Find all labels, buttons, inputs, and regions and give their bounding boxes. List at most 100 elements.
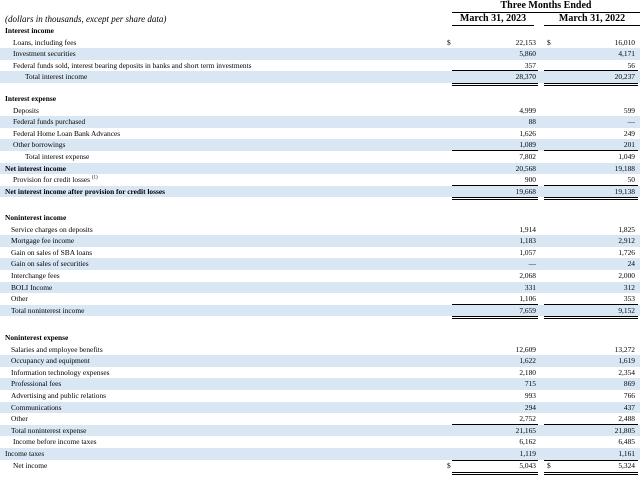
table-row: Salaries and employee benefits 12,609 13…	[0, 344, 640, 356]
table-row: Occupancy and equipment 1,622 1,619	[0, 355, 640, 367]
row-label: BOLI Income	[11, 282, 53, 292]
section-heading-noninterest-expense: Noninterest expense	[0, 332, 640, 344]
column-header-rule-2023	[452, 25, 534, 26]
value-2023: 7,659	[519, 305, 536, 315]
table-row: Other 2,752 2,488	[0, 413, 640, 425]
value-2023: 1,183	[519, 236, 536, 246]
row-label: Federal funds sold, interest bearing dep…	[13, 60, 252, 70]
table-row: Federal Home Loan Bank Advances 1,626 24…	[0, 128, 640, 140]
value-2023: 28,370	[515, 72, 536, 82]
row-label: Information technology expenses	[11, 367, 110, 377]
row-label: Mortgage fee income	[11, 236, 75, 246]
row-label: Federal funds purchased	[13, 117, 86, 127]
value-2022: 201	[623, 140, 635, 150]
section-heading-interest-expense: Interest expense	[0, 93, 640, 105]
value-2023: 22,153	[515, 37, 536, 47]
rule	[544, 304, 638, 306]
table-row: Income taxes 1,119 1,161	[0, 448, 640, 460]
value-2022: 50	[627, 175, 635, 185]
table-row-net-interest-income: Net interest income 20,568 19,188	[0, 162, 640, 175]
value-2022: 2,000	[618, 271, 635, 280]
value-2022: 766	[623, 391, 635, 400]
table-row-net-income: Net income $ 5,043 $ 5,324	[0, 460, 640, 472]
row-label: Gain on sales of SBA loans	[11, 247, 93, 257]
value-2023: 1,089	[519, 140, 536, 150]
column-header-2023: March 31, 2023	[459, 13, 527, 24]
rule	[452, 459, 538, 461]
value-2022: 56	[627, 60, 635, 70]
value-2023: 12,609	[515, 344, 536, 354]
table-row: Provision for credit losses (1) 900 50	[0, 174, 640, 186]
value-2023: 2,752	[519, 414, 536, 424]
rule	[452, 424, 538, 426]
rule	[452, 150, 538, 152]
column-header-2022: March 31, 2022	[558, 13, 626, 24]
value-2023: 1,106	[519, 294, 536, 304]
double-rule	[452, 472, 538, 475]
table-row: BOLI Income 331 312	[0, 281, 640, 294]
row-label: Net income	[13, 461, 48, 471]
row-label: Investment securities	[13, 49, 76, 59]
value-2022: 9,152	[618, 305, 635, 315]
value-2022: 20,237	[614, 72, 635, 82]
table-row: Gain on sales of securities — 24	[0, 258, 640, 270]
value-2022: 2,354	[618, 367, 635, 377]
rule	[544, 185, 638, 187]
value-2023: 7,802	[519, 152, 536, 161]
table-row: Information technology expenses 2,180 2,…	[0, 367, 640, 379]
rule	[544, 459, 638, 461]
value-2022: 5,324	[618, 461, 635, 471]
rule	[452, 304, 538, 306]
row-label: Federal Home Loan Bank Advances	[13, 128, 121, 138]
value-2023: 357	[524, 60, 536, 70]
value-2022: 19,138	[614, 186, 635, 196]
table-row: Professional fees 715 869	[0, 378, 640, 390]
value-2023: 900	[524, 175, 536, 185]
value-2022: 1,049	[618, 152, 635, 161]
table-row: Deposits 4,999 599	[0, 105, 640, 117]
row-label: Noninterest expense	[5, 333, 69, 342]
currency-sign: $	[447, 37, 451, 47]
section-heading-noninterest-income: Noninterest income	[0, 212, 640, 224]
row-label: Service charges on deposits	[11, 224, 93, 234]
table-row: Income before income taxes 6,162 6,485	[0, 436, 640, 448]
table-row: Communications 294 437	[0, 401, 640, 414]
value-2023: 1,057	[519, 247, 536, 257]
row-label: Income before income taxes	[13, 437, 97, 447]
units-note: (dollars in thousands, except per share …	[5, 14, 167, 24]
value-2023: 331	[524, 282, 536, 292]
currency-sign: $	[447, 461, 451, 471]
row-label: Gain on sales of securities	[11, 259, 89, 269]
value-2022: 16,010	[614, 37, 635, 47]
table-row: Loans, including fees $ 22,153 $ 16,010	[0, 37, 640, 49]
table-row-total: Total noninterest expense 21,165 21,805	[0, 424, 640, 437]
table-row-net-after-provision: Net interest income after provision for …	[0, 185, 640, 198]
value-2023: 21,165	[515, 425, 536, 435]
row-label: Other	[11, 294, 28, 304]
rule	[544, 424, 638, 426]
value-2023: —	[528, 259, 536, 269]
double-rule	[544, 197, 638, 200]
column-header-rule-2022	[544, 25, 640, 26]
value-2023: 2,068	[519, 271, 536, 280]
row-label: Total interest income	[25, 72, 88, 82]
value-2023: 1,914	[519, 224, 536, 234]
table-row: Mortgage fee income 1,183 2,912	[0, 235, 640, 247]
value-2022: 13,272	[614, 344, 635, 354]
row-label: Total noninterest income	[11, 305, 85, 315]
row-label: Communications	[11, 402, 62, 412]
table-row: Interchange fees 2,068 2,000	[0, 270, 640, 282]
rule	[452, 185, 538, 187]
table-row: Other borrowings 1,089 201	[0, 139, 640, 151]
value-2022: —	[627, 117, 635, 127]
section-heading-interest-income: Interest income	[0, 25, 640, 37]
rule	[544, 70, 638, 72]
row-label: Total interest expense	[25, 152, 90, 161]
value-2022: 2,912	[618, 236, 635, 246]
currency-sign: $	[547, 37, 551, 47]
table-row: Advertising and public relations 993 766	[0, 390, 640, 402]
row-label: Other	[11, 414, 28, 424]
table-row: Other 1,106 353	[0, 293, 640, 305]
row-label: Provision for credit losses (1)	[13, 174, 98, 186]
value-2022: 312	[623, 282, 635, 292]
